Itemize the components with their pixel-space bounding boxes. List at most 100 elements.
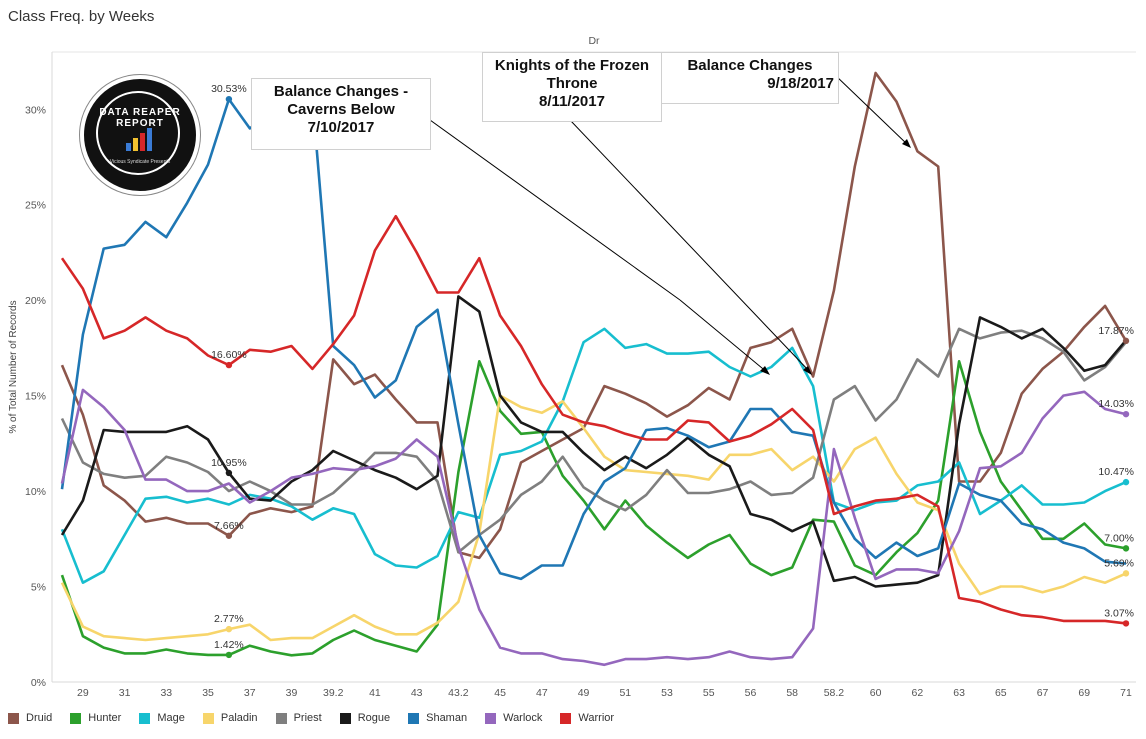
x-tick-label: 56 [745,687,757,699]
x-tick-label: 53 [661,687,673,699]
legend-label: Warrior [578,712,615,724]
x-tick-label: 49 [578,687,590,699]
legend: Druid Hunter Mage Paladin Priest Rogue Shaman W… [8,712,632,724]
series-line-druid [60,71,1128,560]
annotation-line: 9/18/2017 [767,75,834,92]
point-marker [225,469,233,477]
series-lines [60,71,1128,667]
arrow-head-bal918 [902,139,911,148]
x-axis-ticks: 29 31 33 35 37 39 39.2 41 43 43.2 45 47 49 51 53 55 56 58… [77,687,1132,699]
point-label: 5.69% [1104,557,1134,569]
annotation-bal918: Balance Changes 9/18/2017 [661,52,839,104]
point-marker [225,361,233,369]
point-label: 3.07% [1104,607,1134,619]
x-tick-label: 58 [786,687,798,699]
annotation-line: Throne [546,75,598,92]
annotation-line: 8/11/2017 [539,93,605,110]
y-tick-label: 15% [25,391,46,403]
arrow-head-kft [803,366,812,375]
point-label: 1.42% [214,639,244,651]
x-tick-label: 39.2 [323,687,344,699]
annotation-arrows [429,74,911,375]
data-reaper-logo: DATA REAPER REPORT Vicious Syndicate Pre… [80,75,200,195]
arrow-caverns [429,119,681,301]
x-tick-label: 69 [1078,687,1090,699]
series-line-warrior [60,214,1127,625]
legend-label: Mage [157,712,185,724]
x-tick-label: 35 [202,687,214,699]
annotation-line: Balance Changes [687,57,813,74]
x-tick-label: 71 [1120,687,1132,699]
legend-label: Priest [293,712,322,724]
x-tick-label: 63 [953,687,965,699]
x-tick-label: 39 [286,687,298,699]
point-marker [1122,337,1130,345]
point-marker [1122,478,1130,486]
point-marker [225,95,233,103]
arrow-caverns-2 [679,299,769,374]
logo-subtext: Vicious Syndicate Presents [109,159,171,165]
series-line-rogue [60,295,1127,588]
legend-swatch [139,712,151,724]
y-tick-label: 25% [25,200,46,212]
legend-label: Paladin [220,712,258,724]
point-label: 7.00% [1104,532,1134,544]
legend-item-priest[interactable]: Priest [275,712,322,724]
legend-swatch [485,712,497,724]
point-marker [225,532,233,539]
legend-label: Druid [26,712,53,724]
legend-item-shaman[interactable]: Shaman [408,712,467,724]
x-tick-label: 60 [870,687,882,699]
legend-item-warlock[interactable]: Warlock [485,712,542,724]
annotation-line: 7/10/2017 [307,119,375,136]
legend-swatch [275,712,287,724]
annotation-caverns: Balance Changes - Caverns Below 7/10/201… [251,78,431,150]
legend-swatch [339,712,351,724]
legend-item-mage[interactable]: Mage [139,712,185,724]
legend-item-rogue[interactable]: Rogue [339,712,390,724]
legend-item-druid[interactable]: Druid [8,712,52,724]
y-axis-label: % of Total Number of Records [8,300,19,433]
point-label: 7.66% [214,520,244,532]
annotation-line: Knights of the Frozen [494,57,650,74]
legend-swatch [202,712,214,724]
column-header: Dr [588,35,600,47]
annotation-kft: Knights of the Frozen Throne 8/11/2017 [482,52,662,122]
y-axis-ticks: 0% 5% 10% 15% 20% 25% 30% [25,104,46,689]
y-tick-label: 20% [25,295,46,307]
series-line-mage [60,327,1127,585]
point-marker [225,625,233,633]
point-label: 2.77% [214,613,244,625]
x-tick-label: 55 [703,687,715,699]
legend-label: Warlock [503,712,543,724]
x-tick-label: 45 [494,687,506,699]
chart-title: Class Freq. by Weeks [8,8,155,25]
legend-swatch [8,712,19,724]
x-tick-label: 47 [536,687,548,699]
legend-swatch [70,712,82,724]
legend-item-paladin[interactable]: Paladin [202,712,258,724]
legend-item-warrior[interactable]: Warrior [560,712,614,724]
point-label: 30.53% [211,83,247,95]
y-tick-label: 30% [25,104,46,116]
x-tick-label: 67 [1037,687,1049,699]
x-tick-label: 37 [244,687,256,699]
x-tick-label: 43 [411,687,423,699]
legend-label: Shaman [426,712,468,724]
legend-swatch [408,712,420,724]
x-tick-label: 51 [619,687,631,699]
logo-ring [96,91,180,175]
annotation-line: Balance Changes - [273,83,409,100]
arrow-head-caverns [760,366,770,375]
point-marker [1122,410,1130,418]
x-tick-label: 62 [912,687,924,699]
arrow-kft [569,119,811,373]
legend-item-hunter[interactable]: Hunter [70,712,121,724]
x-tick-label: 65 [995,687,1007,699]
point-label: 16.60% [211,349,247,361]
legend-label: Hunter [88,712,122,724]
point-label: 14.03% [1098,398,1134,410]
arrow-bal918 [834,74,909,146]
point-marker [1122,570,1130,577]
